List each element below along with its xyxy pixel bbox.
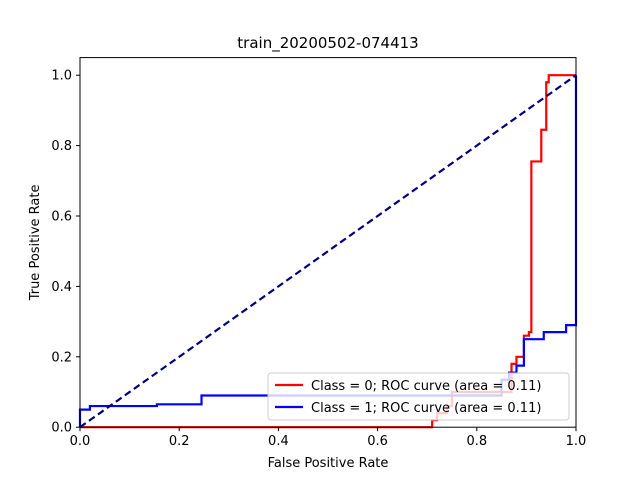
y-axis: 0.0 0.2 0.4 0.6 0.8 1.0	[51, 69, 80, 436]
x-tick-label: 0.2	[169, 434, 190, 449]
plot-frame	[79, 57, 577, 428]
chart-title: train_20200502-074413	[237, 34, 418, 53]
y-tick-label: 0.6	[51, 210, 72, 225]
x-axis: 0.0 0.2 0.4 0.6 0.8 1.0	[70, 427, 587, 449]
legend-entry-class-1: Class = 1; ROC curve (area = 0.11)	[311, 401, 541, 416]
x-tick-label: 0.6	[367, 434, 388, 449]
y-axis-label: True Positive Rate	[28, 184, 43, 301]
x-tick-label: 0.0	[70, 434, 91, 449]
y-tick-label: 0.8	[51, 139, 72, 154]
y-tick-label: 0.4	[51, 280, 72, 295]
legend: Class = 0; ROC curve (area = 0.11) Class…	[267, 372, 570, 421]
legend-entry-class-0: Class = 0; ROC curve (area = 0.11)	[311, 379, 541, 394]
y-tick-label: 0.2	[51, 350, 72, 365]
plot-background	[80, 57, 576, 428]
x-tick-label: 1.0	[566, 434, 587, 449]
y-tick-label: 1.0	[51, 69, 72, 84]
x-axis-label: False Positive Rate	[268, 456, 389, 471]
chance-diagonal	[79, 74, 577, 429]
y-tick-label: 0.0	[51, 421, 72, 436]
legend-box	[267, 372, 570, 421]
x-tick-label: 0.8	[466, 434, 487, 449]
x-tick-label: 0.4	[268, 434, 289, 449]
plot-area	[78, 57, 578, 429]
